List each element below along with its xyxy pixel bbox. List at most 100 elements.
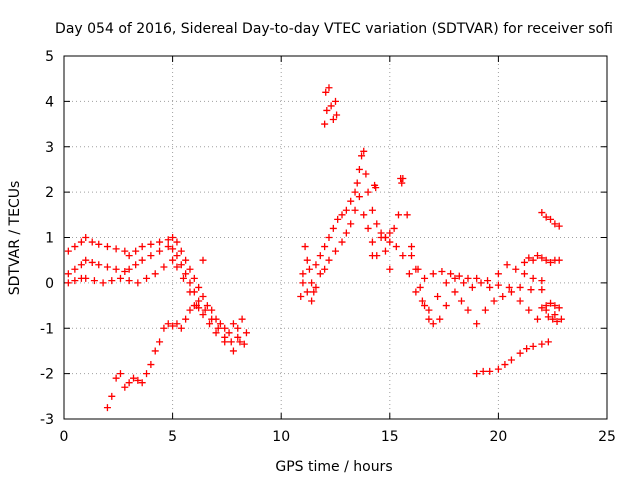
plot-frame <box>63 55 608 420</box>
data-point <box>503 261 511 269</box>
data-point <box>381 234 389 241</box>
data-point <box>112 245 120 253</box>
data-point <box>160 263 168 271</box>
data-point <box>527 286 535 294</box>
data-point <box>386 265 394 273</box>
data-point <box>557 315 565 323</box>
data-point <box>186 279 194 287</box>
data-point <box>436 315 444 323</box>
series-noon-spike <box>321 84 341 128</box>
data-point <box>182 256 190 264</box>
data-point <box>151 347 159 355</box>
data-point <box>455 272 463 280</box>
data-point <box>351 188 359 196</box>
data-point <box>464 274 472 282</box>
data-point <box>132 247 140 255</box>
data-point <box>299 270 307 278</box>
data-point <box>494 365 502 373</box>
data-point <box>138 243 146 251</box>
data-point <box>321 243 329 251</box>
series-afternoon-c <box>408 252 546 285</box>
data-point <box>179 274 187 282</box>
data-point <box>329 224 337 232</box>
data-point <box>312 261 320 269</box>
series-afternoon-a <box>297 147 472 328</box>
series-track-a <box>64 234 250 337</box>
data-point <box>538 209 546 217</box>
data-point <box>523 345 531 353</box>
y-tick-label: 3 <box>45 140 54 156</box>
data-point <box>125 252 133 260</box>
data-point <box>303 256 311 264</box>
data-point <box>538 286 546 294</box>
data-point <box>373 220 381 228</box>
data-point <box>529 274 537 282</box>
data-point <box>394 211 402 219</box>
data-point <box>325 256 333 264</box>
data-point <box>312 283 320 291</box>
data-point <box>542 302 550 310</box>
data-point <box>553 317 561 325</box>
data-point <box>364 188 372 196</box>
data-point <box>473 320 481 328</box>
data-point <box>447 270 455 278</box>
data-point <box>364 224 372 232</box>
data-point <box>486 367 494 375</box>
data-point <box>418 297 426 305</box>
data-point <box>360 211 368 219</box>
data-point <box>116 274 124 282</box>
data-point <box>551 220 559 228</box>
data-point <box>199 292 207 300</box>
data-point <box>216 320 224 328</box>
y-tick-label: -1 <box>40 321 54 337</box>
data-point <box>108 277 116 285</box>
y-axis-label: SDTVAR / TECUs <box>7 181 23 296</box>
data-point <box>333 111 341 119</box>
data-point <box>169 234 177 241</box>
data-point <box>544 313 552 321</box>
data-point <box>221 338 229 346</box>
data-point <box>116 370 124 378</box>
data-point <box>169 256 177 264</box>
data-point <box>88 258 96 266</box>
data-point <box>173 320 181 328</box>
data-point <box>297 292 305 300</box>
data-point <box>351 206 359 214</box>
data-point <box>547 258 555 266</box>
data-point <box>186 306 194 314</box>
data-point <box>208 306 216 314</box>
data-point <box>434 292 442 300</box>
data-point <box>177 324 185 332</box>
data-point <box>182 270 190 278</box>
data-point <box>206 320 214 328</box>
data-point <box>82 234 90 241</box>
data-point <box>507 288 515 296</box>
data-point <box>332 247 339 255</box>
data-point <box>342 229 350 237</box>
data-point <box>408 243 416 251</box>
data-point <box>134 376 142 384</box>
data-point <box>525 306 533 314</box>
data-point <box>82 274 90 282</box>
y-tick-label: 0 <box>45 276 54 292</box>
data-point <box>358 152 366 160</box>
data-point <box>121 268 129 276</box>
chart-title: Day 054 of 2016, Sidereal Day-to-day VTE… <box>55 21 613 37</box>
data-point <box>325 234 333 241</box>
data-point <box>429 320 437 328</box>
data-point <box>64 279 72 287</box>
data-point <box>362 170 370 178</box>
data-point <box>134 279 142 287</box>
data-point <box>164 320 172 328</box>
data-point <box>310 288 318 296</box>
data-point <box>88 238 96 246</box>
axis-tick-labels: 0 5 10 15 20 25 -3 -2 -1 0 1 2 3 4 5 <box>40 49 616 445</box>
data-point <box>229 320 237 328</box>
data-point <box>301 243 309 251</box>
data-point <box>103 404 111 412</box>
data-point <box>242 329 250 337</box>
data-point <box>342 206 350 214</box>
data-point <box>425 315 433 323</box>
data-point <box>360 147 368 155</box>
x-tick-label: 25 <box>598 429 616 445</box>
